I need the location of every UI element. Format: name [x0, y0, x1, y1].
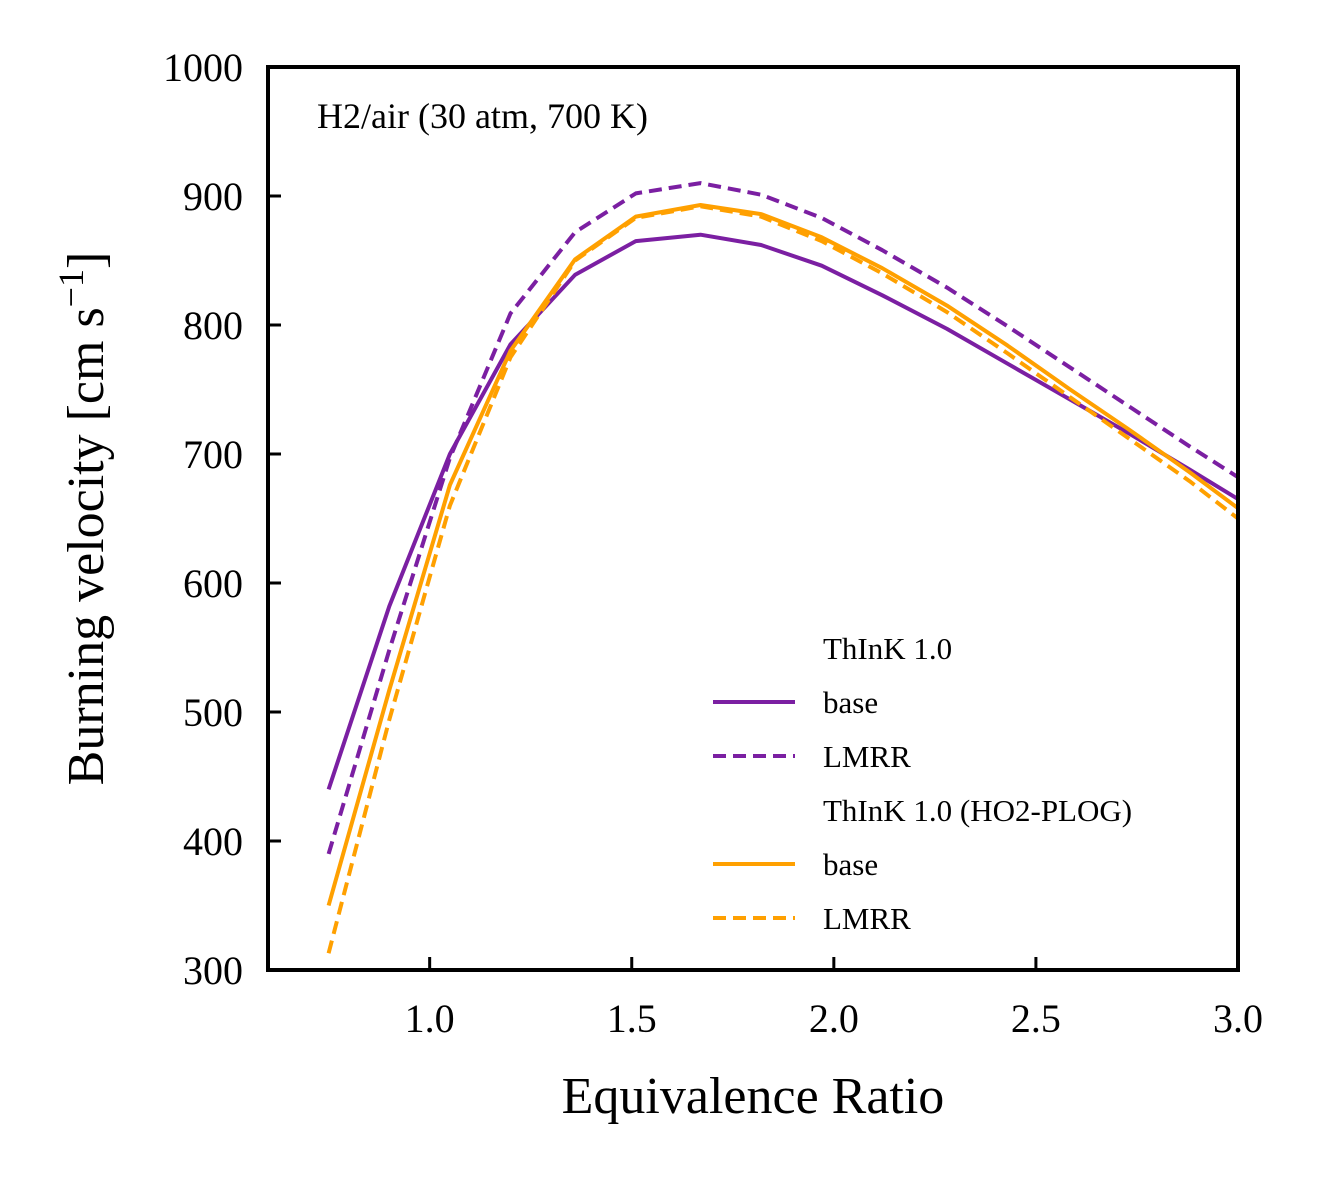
ticks-layer: 1.0 1.5 2.0 2.5 3.0 300 400 500 600 700 800 900 1000: [163, 45, 1263, 1041]
y-axis-label: Burning velocity [cm s−1]: [51, 252, 115, 786]
y-axis-label-close: ]: [58, 252, 115, 269]
chart-annotation: H2/air (30 atm, 700 K): [317, 96, 648, 136]
x-tick-label: 2.5: [1011, 996, 1061, 1041]
x-tick-label: 1.0: [405, 996, 455, 1041]
legend-entry-label: base: [823, 685, 878, 720]
legend: ThInK 1.0 base LMRR ThInK 1.0 (HO2-PLOG) bas…: [713, 631, 1132, 936]
x-tick-label: 1.5: [607, 996, 657, 1041]
series-line-3: [326, 203, 1240, 907]
series-layer: [326, 181, 1240, 954]
y-tick-label: 900: [183, 174, 243, 219]
x-tick-label: 2.0: [809, 996, 859, 1041]
y-tick-label: 400: [183, 819, 243, 864]
y-tick-label: 800: [183, 303, 243, 348]
plot-frame: [266, 65, 1240, 972]
series-line-4: [326, 204, 1240, 954]
y-tick-label: 500: [183, 690, 243, 735]
legend-group-title: ThInK 1.0 (HO2-PLOG): [823, 793, 1132, 828]
x-tick-label: 3.0: [1213, 996, 1263, 1041]
y-tick-label: 300: [183, 948, 243, 993]
y-tick-label: 700: [183, 432, 243, 477]
series-line-1: [326, 232, 1240, 791]
legend-entry-label: LMRR: [823, 739, 911, 774]
legend-entry-label: LMRR: [823, 901, 911, 936]
x-axis-label: Equivalence Ratio: [562, 1068, 945, 1125]
y-axis-label-main: Burning velocity [cm s: [58, 307, 115, 785]
legend-group-title: ThInK 1.0: [823, 631, 952, 666]
y-tick-label: 600: [183, 561, 243, 606]
series-line-2: [326, 181, 1240, 855]
y-axis-label-superscript: −1: [51, 269, 91, 307]
legend-entry-label: base: [823, 847, 878, 882]
y-tick-label: 1000: [163, 45, 243, 90]
